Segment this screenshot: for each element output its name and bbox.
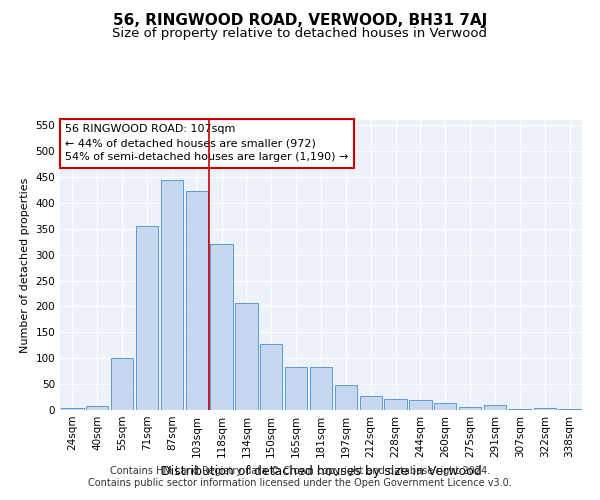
Bar [235, 303, 257, 410]
Bar [335, 385, 357, 410]
Bar [111, 358, 133, 410]
Text: 56, RINGWOOD ROAD, VERWOOD, BH31 7AJ: 56, RINGWOOD ROAD, VERWOOD, BH31 7AJ [113, 12, 487, 28]
Bar [61, 408, 83, 410]
Bar [533, 408, 556, 410]
Bar [434, 403, 457, 410]
Bar [409, 400, 431, 410]
Text: Size of property relative to detached houses in Verwood: Size of property relative to detached ho… [113, 28, 487, 40]
Bar [185, 192, 208, 410]
Bar [86, 406, 109, 410]
Bar [559, 409, 581, 410]
Text: 56 RINGWOOD ROAD: 107sqm
← 44% of detached houses are smaller (972)
54% of semi-: 56 RINGWOOD ROAD: 107sqm ← 44% of detach… [65, 124, 349, 162]
Bar [385, 398, 407, 410]
Bar [260, 344, 283, 410]
Y-axis label: Number of detached properties: Number of detached properties [20, 178, 30, 352]
Bar [359, 396, 382, 410]
Bar [136, 226, 158, 410]
Bar [161, 180, 183, 410]
Bar [509, 409, 531, 410]
Bar [285, 367, 307, 410]
X-axis label: Distribution of detached houses by size in Verwood: Distribution of detached houses by size … [161, 466, 481, 478]
Bar [484, 405, 506, 410]
Bar [310, 367, 332, 410]
Bar [459, 407, 481, 410]
Text: Contains HM Land Registry data © Crown copyright and database right 2024.
Contai: Contains HM Land Registry data © Crown c… [88, 466, 512, 487]
Bar [211, 244, 233, 410]
